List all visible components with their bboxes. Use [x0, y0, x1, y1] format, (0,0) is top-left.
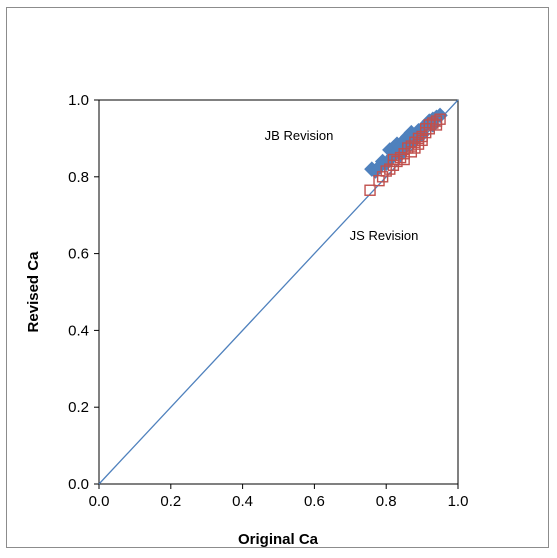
data-point-square [423, 119, 435, 131]
data-point-square [391, 155, 403, 168]
data-point-square [376, 171, 389, 183]
data-point-square [409, 142, 421, 154]
y-axis-title: Revised Ca [25, 251, 42, 333]
data-point-square [387, 153, 400, 166]
x-axis-title: Original Ca [238, 531, 319, 548]
data-point-square [402, 142, 414, 154]
data-marks [364, 107, 448, 196]
data-point-square [398, 148, 410, 160]
y-tick-label: 0.2 [68, 399, 89, 416]
data-point-square [430, 119, 443, 131]
data-point-square [405, 140, 418, 152]
data-point-square [394, 151, 407, 164]
x-tick-label: 0.6 [304, 493, 325, 510]
y-tick-label: 0.4 [68, 322, 89, 339]
annotation-js-revision: JS Revision [350, 228, 419, 243]
data-point-square [409, 136, 421, 148]
y-tick-label: 1.0 [68, 92, 89, 109]
series-1 [364, 113, 446, 196]
data-point-square [434, 113, 446, 125]
tick-labels: 0.0 0.2 0.4 0.6 0.8 1.0 0.0 0.2 0.4 0.6 0.8 1.0 [68, 92, 468, 510]
data-point-diamond [392, 146, 409, 162]
data-point-square [364, 184, 376, 196]
data-point-diamond [432, 107, 448, 124]
x-tick-label: 0.4 [232, 493, 253, 510]
annotation-jb-revision: JB Revision [265, 128, 334, 143]
y-tick-label: 0.0 [68, 476, 89, 493]
data-point-square [373, 174, 385, 187]
y-tick-label: 0.6 [68, 246, 89, 263]
data-point-square [427, 117, 439, 129]
data-point-square [412, 138, 425, 150]
x-tick-label: 0.0 [89, 493, 110, 510]
data-point-square [416, 134, 428, 147]
x-tick-label: 0.2 [160, 493, 181, 510]
data-point-square [387, 159, 400, 171]
data-point-square [380, 165, 392, 177]
y-tick-label: 0.8 [68, 169, 89, 186]
data-point-square [398, 153, 410, 166]
x-tick-label: 0.8 [376, 493, 397, 510]
x-tick-label: 1.0 [448, 493, 469, 510]
